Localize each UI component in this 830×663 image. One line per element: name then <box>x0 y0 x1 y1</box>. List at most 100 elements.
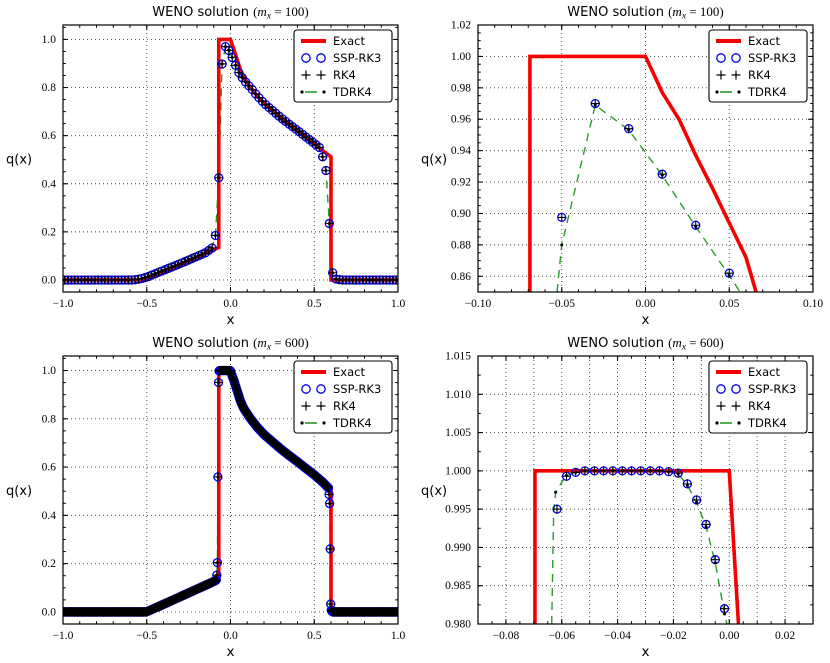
svg-text:0.98: 0.98 <box>451 82 471 94</box>
legend-sample-dot-icon <box>737 90 741 94</box>
legend-sample-dot-icon <box>715 421 719 425</box>
x-axis-label: x <box>227 312 235 328</box>
legend-sample-dot-icon <box>300 421 304 425</box>
svg-text:0.92: 0.92 <box>451 177 471 189</box>
svg-text:−0.08: −0.08 <box>493 630 520 642</box>
svg-text:0.96: 0.96 <box>451 114 471 126</box>
data-series <box>533 466 741 624</box>
legend-label: Exact <box>333 34 365 48</box>
legend-sample-circle-icon <box>716 384 726 394</box>
legend-label: TDRK4 <box>747 85 787 99</box>
svg-text:−0.02: −0.02 <box>660 630 687 642</box>
legend-sample-dot-icon <box>322 90 326 94</box>
legend-label: TDRK4 <box>332 416 372 430</box>
data-series <box>63 37 398 285</box>
svg-text:0.88: 0.88 <box>451 239 471 251</box>
chart-canvas-mx100-full: −1.0 −0.5 0.0 0.5 1.0 0.0 0.2 0.4 0.6 0.8 1.0 WENO … <box>6 4 406 328</box>
x-tick-labels: −0.10 −0.05 0.00 0.05 0.10 <box>465 298 824 310</box>
svg-text:0.0: 0.0 <box>42 274 57 286</box>
svg-text:0.2: 0.2 <box>42 558 57 570</box>
legend-sample-plus-icon <box>716 401 726 411</box>
svg-text:1.02: 1.02 <box>451 20 471 32</box>
panel-title: WENO solution (mx = 600) <box>152 335 308 353</box>
legend-label: RK4 <box>333 68 356 82</box>
series-rk4-markers <box>557 99 734 278</box>
legend-sample-plus-icon <box>301 70 311 80</box>
svg-text:0.2: 0.2 <box>42 226 57 238</box>
svg-text:−0.05: −0.05 <box>548 298 575 310</box>
series-exact-line <box>63 37 398 282</box>
legend-sample-plus-icon <box>716 70 726 80</box>
svg-text:1.00: 1.00 <box>451 51 471 63</box>
legend-sample-circle-icon <box>301 53 311 63</box>
axis-ticks <box>62 25 399 293</box>
svg-text:0.995: 0.995 <box>445 504 471 516</box>
panel-title: WENO solution (mx = 100) <box>567 4 723 22</box>
svg-text:0.990: 0.990 <box>445 542 471 554</box>
svg-text:1.000: 1.000 <box>445 465 471 477</box>
svg-text:−0.10: −0.10 <box>465 298 492 310</box>
svg-text:0.5: 0.5 <box>307 298 322 310</box>
svg-text:1.0: 1.0 <box>391 298 406 310</box>
svg-text:0.0: 0.0 <box>223 298 238 310</box>
legend-label: Exact <box>748 365 780 379</box>
legend-label: TDRK4 <box>747 416 787 430</box>
axis-ticks <box>477 355 814 625</box>
series-tdrk4-markers <box>560 103 731 278</box>
svg-text:0.6: 0.6 <box>42 130 57 142</box>
panel-title: WENO solution (mx = 600) <box>567 335 723 353</box>
series-tdrk4-line <box>556 103 741 292</box>
svg-text:0.05: 0.05 <box>719 298 739 310</box>
data-series <box>63 365 398 617</box>
svg-text:0.90: 0.90 <box>451 208 471 220</box>
legend-label: TDRK4 <box>332 85 372 99</box>
svg-text:1.005: 1.005 <box>445 427 471 439</box>
legend: Exact SSP-RK3 RK4 TDRK4 <box>708 360 808 434</box>
series-exact-line <box>533 469 741 624</box>
legend-label: RK4 <box>748 68 771 82</box>
series-tdrk4-line <box>551 470 728 624</box>
legend-label: SSP-RK3 <box>748 51 796 65</box>
legend-sample-circle-icon <box>716 53 726 63</box>
svg-text:0.02: 0.02 <box>775 630 795 642</box>
svg-text:0.94: 0.94 <box>451 145 471 157</box>
panel-title: WENO solution (mx = 100) <box>152 4 308 22</box>
axis-ticks <box>477 24 814 293</box>
series-tdrk4-markers <box>63 45 398 282</box>
chart-canvas-mx600-zoom: −0.08 −0.06 −0.04 −0.02 0.00 0.020.9800.9850.… <box>421 335 814 660</box>
panel-weno-mx100-full: −1.0 −0.5 0.0 0.5 1.0 0.0 0.2 0.4 0.6 0.8 1.0 WENO … <box>0 0 415 331</box>
legend-sample-plus-icon <box>301 401 311 411</box>
panel-weno-mx100-zoom: −0.10 −0.05 0.00 0.05 0.10 0.86 0.88 0.90 0.92 0.… <box>415 0 830 331</box>
svg-text:−1.0: −1.0 <box>53 630 74 642</box>
series-tdrk4-markers <box>554 469 727 616</box>
svg-text:0.980: 0.980 <box>445 619 471 631</box>
series-ssp-rk3-markers <box>552 466 730 614</box>
x-axis-label: x <box>642 644 650 660</box>
x-axis-label: x <box>227 644 235 660</box>
legend-sample-dot-icon <box>322 421 326 425</box>
x-axis-label: x <box>642 312 650 328</box>
y-axis-label: q(x) <box>421 153 447 168</box>
y-tick-labels: 0.980 0.985 0.990 0.995 1.000 1.005 1.010 1.015 <box>445 351 471 631</box>
x-tick-labels: −1.0 −0.5 0.0 0.5 1.0 <box>53 630 406 642</box>
panel-weno-mx600-full: −1.0 −0.5 0.0 0.5 1.0 0.0 0.2 0.4 0.6 0.8 1.0 WENO … <box>0 331 415 663</box>
svg-text:1.0: 1.0 <box>42 34 57 46</box>
svg-text:0.6: 0.6 <box>42 462 57 474</box>
svg-text:0.8: 0.8 <box>42 82 57 94</box>
legend-sample-circle-icon <box>301 384 311 394</box>
legend-sample-plus-icon <box>316 70 326 80</box>
svg-text:0.4: 0.4 <box>42 178 57 190</box>
y-axis-label: q(x) <box>6 153 32 168</box>
chart-canvas-mx600-full: −1.0 −0.5 0.0 0.5 1.0 0.0 0.2 0.4 0.6 0.8 1.0 WENO … <box>6 335 406 660</box>
svg-text:1.015: 1.015 <box>445 351 471 363</box>
series-tdrk4-markers <box>63 368 398 614</box>
svg-text:0.8: 0.8 <box>42 413 57 425</box>
y-tick-labels: 0.0 0.2 0.4 0.6 0.8 1.0 <box>42 34 57 287</box>
svg-text:0.0: 0.0 <box>42 606 57 618</box>
chart-canvas-mx100-zoom: −0.10 −0.05 0.00 0.05 0.100.860.880.900.920.… <box>421 4 824 328</box>
svg-text:−0.5: −0.5 <box>136 298 157 310</box>
svg-text:1.0: 1.0 <box>42 365 57 377</box>
legend: Exact SSP-RK3 RK4 TDRK4 <box>293 29 393 103</box>
x-tick-labels: −1.0 −0.5 0.0 0.5 1.0 <box>53 298 406 310</box>
x-tick-labels: −0.08 −0.06 −0.04 −0.02 0.00 0.02 <box>493 630 796 642</box>
